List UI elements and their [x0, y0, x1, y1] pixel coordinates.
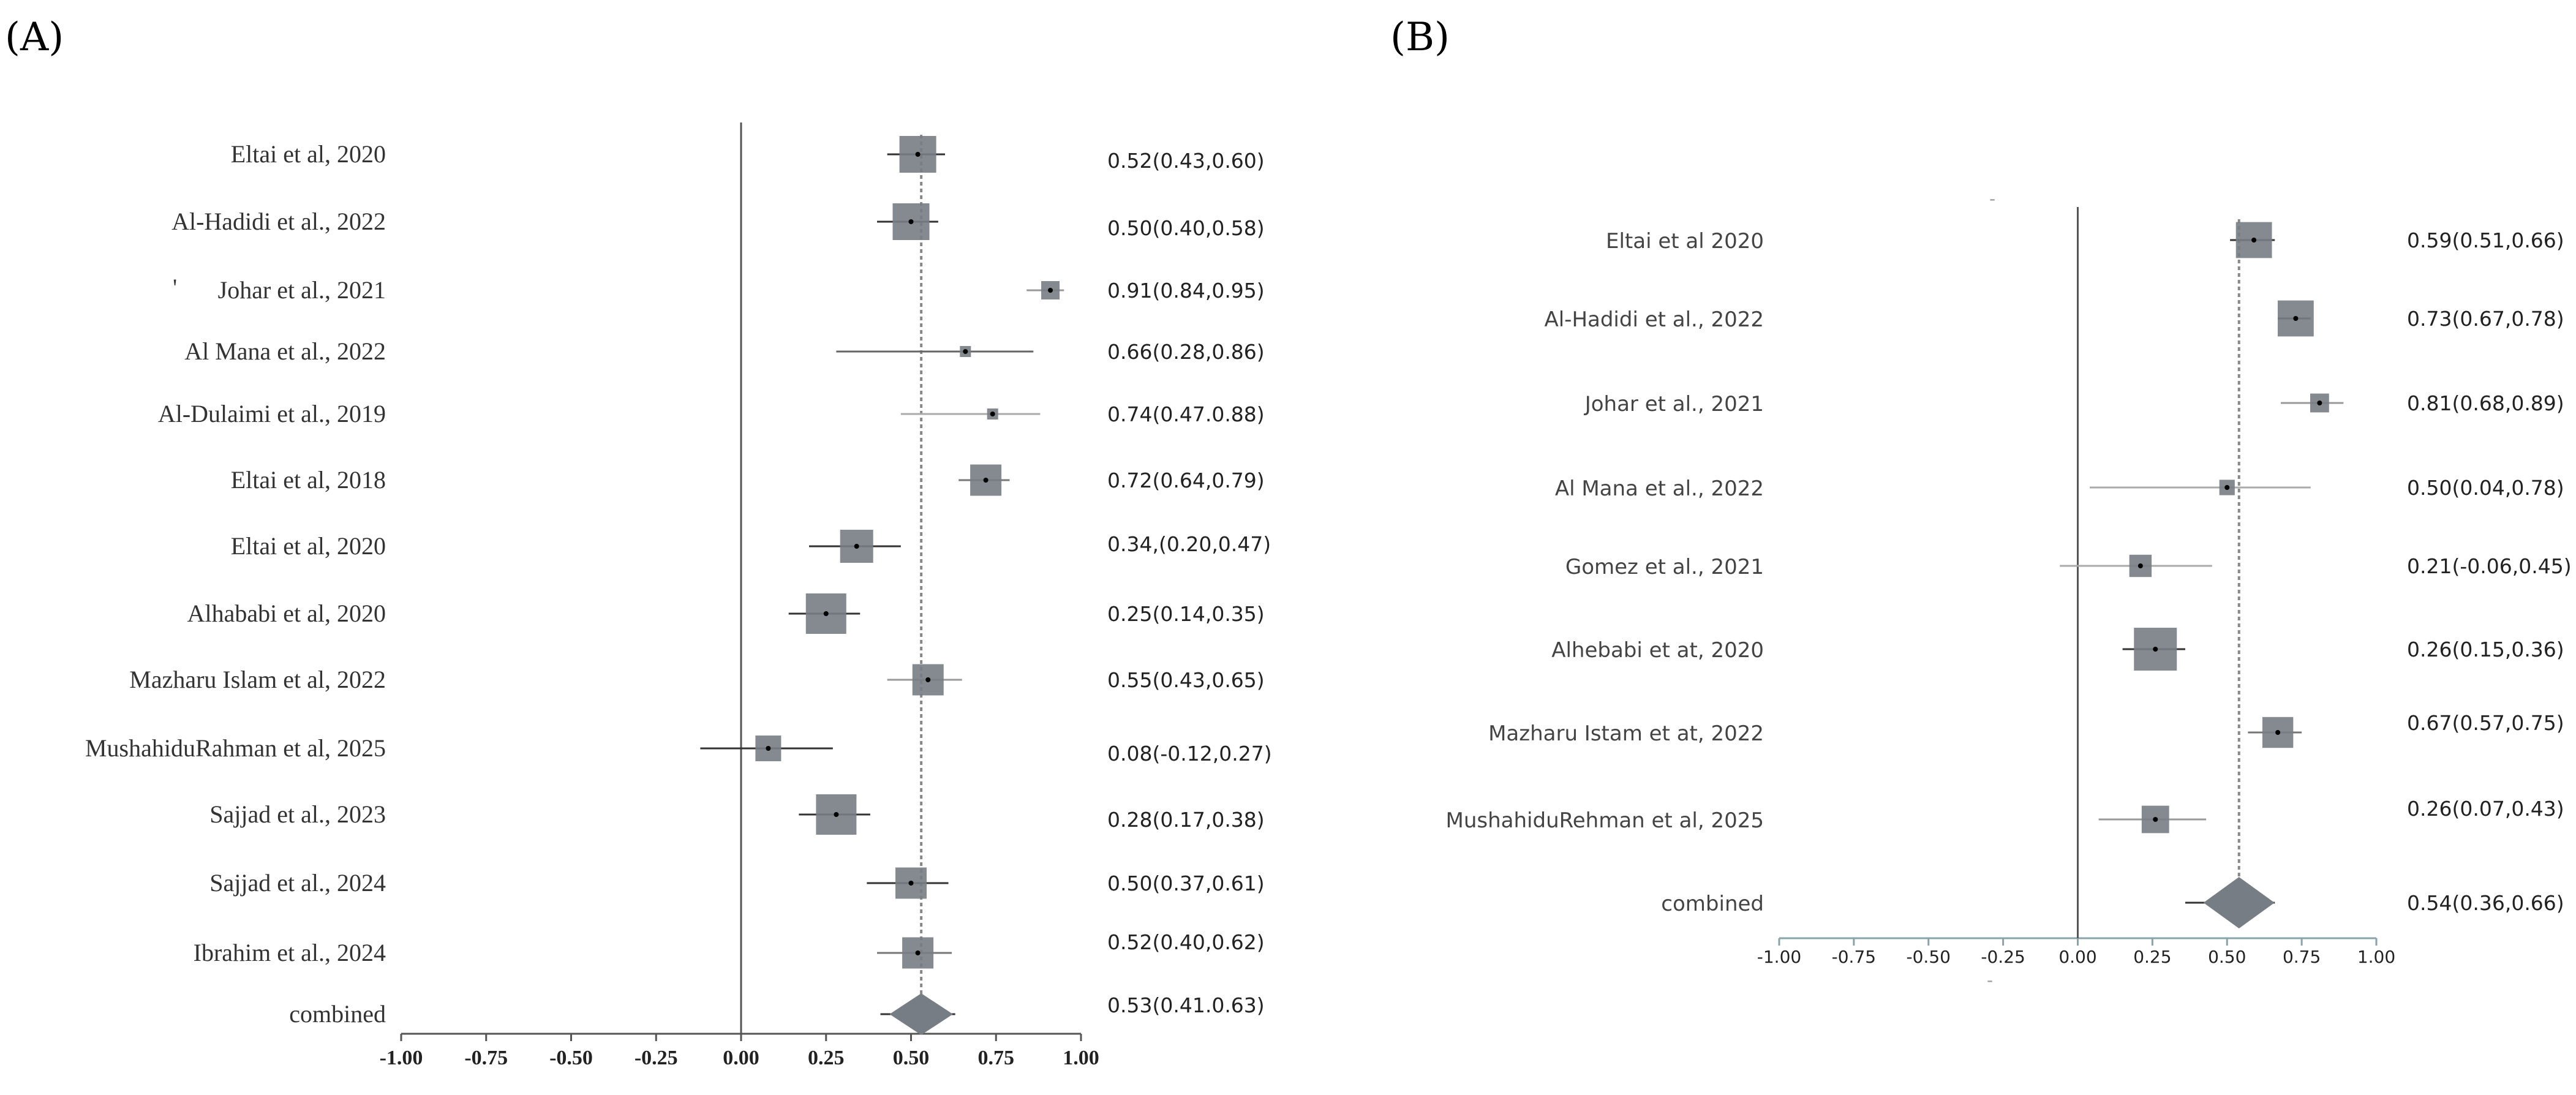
estimate-ci-label: 0.21(-0.06,0.45)	[2407, 554, 2572, 578]
point-estimate-dot	[983, 478, 989, 483]
x-tick-label: 0.00	[723, 1047, 759, 1069]
study-label: Eltai et al, 2018	[231, 466, 386, 494]
point-estimate-dot	[990, 412, 995, 416]
x-tick-label: -1.00	[1757, 947, 1801, 967]
combined-estimate-ci-label: 0.53(0.41.0.63)	[1107, 993, 1265, 1017]
x-tick-label: -0.50	[549, 1047, 593, 1069]
study-label: Al-Hadidi et al., 2022	[171, 208, 386, 235]
estimate-ci-label: 0.50(0.40,0.58)	[1107, 216, 1265, 240]
panel-a-forest-plot: -1.00 -0.75 -0.50 -0.25 0.00 0.25 0.50 0.75 1.00…	[85, 122, 1272, 1069]
x-tick-label: 1.00	[2357, 947, 2395, 967]
study-label: Alhababi et al, 2020	[187, 600, 386, 627]
estimate-ci-label: 0.50(0.37,0.61)	[1107, 871, 1265, 895]
point-estimate-dot	[2317, 401, 2322, 405]
estimate-ci-label: 0.55(0.43,0.65)	[1107, 668, 1265, 692]
combined-diamond	[2203, 877, 2275, 928]
point-estimate-dot	[915, 950, 921, 955]
point-estimate-dot	[963, 349, 968, 354]
x-tick-label: -1.00	[380, 1047, 423, 1069]
estimate-ci-label: 0.26(0.15,0.36)	[2407, 638, 2564, 661]
point-estimate-dot	[908, 881, 914, 886]
study-label: Eltai et al 2020	[1606, 229, 1764, 254]
point-estimate-dot	[908, 219, 914, 224]
stray-dash-top: -	[1989, 189, 1995, 209]
point-estimate-dot	[2153, 817, 2158, 822]
study-label: Johar et al., 2021	[1584, 392, 1764, 416]
point-estimate-dot	[834, 812, 839, 817]
x-tick-label: 0.75	[2283, 947, 2321, 967]
point-estimate-dot	[2224, 485, 2230, 490]
point-estimate-dot	[2251, 238, 2257, 243]
point-estimate-dot	[925, 677, 931, 682]
x-tick-label: -0.50	[1907, 947, 1951, 967]
estimate-ci-label: 0.52(0.40,0.62)	[1107, 930, 1265, 954]
x-tick-label: 0.25	[808, 1047, 845, 1069]
x-tick-label: 0.75	[978, 1047, 1015, 1069]
x-tick-label: -0.25	[635, 1047, 678, 1069]
panel-b-forest-plot: -1.00 -0.75 -0.50 -0.25 0.00 0.25 0.50 0.75 1.00…	[1446, 207, 2572, 967]
combined-label: combined	[1661, 892, 1764, 916]
x-tick-label: 1.00	[1063, 1047, 1099, 1069]
point-estimate-dot	[2275, 730, 2281, 735]
estimate-ci-label: 0.72(0.64,0.79)	[1107, 468, 1265, 492]
estimate-ci-label: 0.26(0.07,0.43)	[2407, 797, 2564, 821]
estimate-ci-label: 0.08(-0.12,0.27)	[1107, 742, 1272, 766]
stray-tick-mark: '	[173, 274, 177, 301]
point-estimate-dot	[2153, 647, 2158, 652]
study-label: Gomez et al., 2021	[1565, 555, 1764, 579]
estimate-ci-label: 0.81(0.68,0.89)	[2407, 391, 2564, 415]
stray-dash-bottom: -	[1987, 970, 1993, 990]
combined-estimate-ci-label: 0.54(0.36,0.66)	[2407, 891, 2564, 915]
point-estimate-dot	[823, 611, 829, 616]
point-estimate-dot	[854, 544, 859, 549]
study-label: MushahiduRahman et al, 2025	[85, 734, 386, 762]
study-label: Mazharu Istam et at, 2022	[1488, 721, 1764, 746]
study-label: Eltai et al, 2020	[231, 532, 386, 560]
point-estimate-dot	[2137, 563, 2143, 568]
x-tick-label: -0.75	[464, 1047, 508, 1069]
panel-b-label: (B)	[1390, 15, 1450, 60]
x-tick-label: 0.50	[2208, 947, 2246, 967]
point-estimate-dot	[1048, 288, 1053, 293]
study-label: Alhebabi et at, 2020	[1551, 638, 1764, 663]
estimate-ci-label: 0.28(0.17,0.38)	[1107, 808, 1265, 832]
x-tick-label: -0.75	[1832, 947, 1876, 967]
estimate-ci-label: 0.59(0.51,0.66)	[2407, 228, 2564, 252]
estimate-ci-label: 0.91(0.84,0.95)	[1107, 279, 1265, 303]
study-label: Sajjad et al., 2023	[209, 800, 386, 828]
study-label: MushahiduRehman et al, 2025	[1446, 808, 1764, 833]
estimate-ci-label: 0.66(0.28,0.86)	[1107, 340, 1265, 364]
estimate-ci-label: 0.73(0.67,0.78)	[2407, 307, 2564, 331]
point-estimate-dot	[915, 152, 921, 157]
study-label: Al-Dulaimi et al., 2019	[158, 400, 386, 427]
study-label: Sajjad et al., 2024	[209, 869, 386, 897]
study-label: Eltai et al, 2020	[231, 140, 386, 168]
x-tick-label: -0.25	[1981, 947, 2025, 967]
x-tick-label: 0.25	[2133, 947, 2171, 967]
study-label: Al Mana et al., 2022	[184, 337, 386, 365]
x-tick-label: 0.00	[2058, 947, 2096, 967]
combined-label: combined	[289, 1000, 386, 1028]
estimate-ci-label: 0.50(0.04,0.78)	[2407, 476, 2564, 500]
estimate-ci-label: 0.67(0.57,0.75)	[2407, 711, 2564, 735]
x-tick-label: 0.50	[893, 1047, 930, 1069]
estimate-ci-label: 0.52(0.43,0.60)	[1107, 149, 1265, 173]
study-label: Ibrahim et al., 2024	[194, 939, 386, 966]
study-label: Mazharu Islam et al, 2022	[129, 666, 386, 693]
combined-diamond	[889, 993, 953, 1035]
study-label: Al Mana et al., 2022	[1555, 476, 1764, 501]
study-label: Johar et al., 2021	[218, 276, 386, 304]
estimate-ci-label: 0.74(0.47.0.88)	[1107, 402, 1265, 426]
panel-a-label: (A)	[5, 15, 64, 60]
point-estimate-dot	[2293, 316, 2299, 321]
estimate-ci-label: 0.34,(0.20,0.47)	[1107, 532, 1271, 556]
point-estimate-dot	[766, 746, 771, 751]
study-label: Al-Hadidi et al., 2022	[1544, 307, 1764, 332]
estimate-ci-label: 0.25(0.14,0.35)	[1107, 602, 1265, 626]
